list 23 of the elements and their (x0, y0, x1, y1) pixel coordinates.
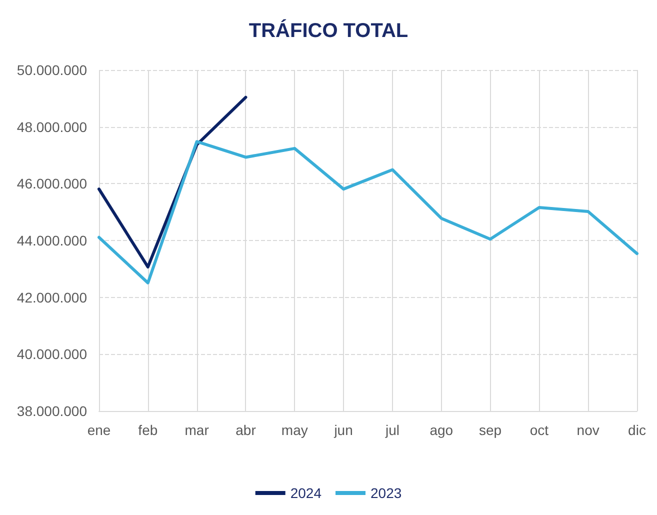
y-tick-label: 50.000.000 (16, 62, 88, 78)
y-tick-label: 40.000.000 (16, 346, 88, 362)
x-tick-label: nov (576, 422, 600, 438)
x-tick-label: mar (184, 422, 210, 438)
y-tick-label: 44.000.000 (16, 232, 88, 248)
y-tick-label: 48.000.000 (16, 118, 88, 135)
x-tick-label: may (281, 422, 308, 438)
x-tick-label: dic (628, 422, 646, 438)
x-tick-label: ago (430, 422, 454, 438)
chart-title: TRÁFICO TOTAL (248, 19, 408, 42)
line-series (98, 140, 638, 284)
x-tick-label: abr (236, 422, 256, 438)
legend-label: 2023 (370, 485, 402, 501)
y-tick-label: 38.000.000 (16, 403, 88, 419)
legend-label: 2024 (290, 485, 322, 501)
x-tick-label: oct (530, 422, 549, 438)
x-tick-label: jul (384, 422, 400, 438)
x-tick-label: jun (333, 422, 353, 438)
x-tick-label: feb (138, 422, 158, 438)
x-tick-label: sep (478, 422, 502, 438)
y-tick-label: 46.000.000 (16, 176, 88, 192)
y-tick-label: 42.000.000 (16, 289, 88, 306)
x-tick-label: ene (87, 422, 111, 438)
